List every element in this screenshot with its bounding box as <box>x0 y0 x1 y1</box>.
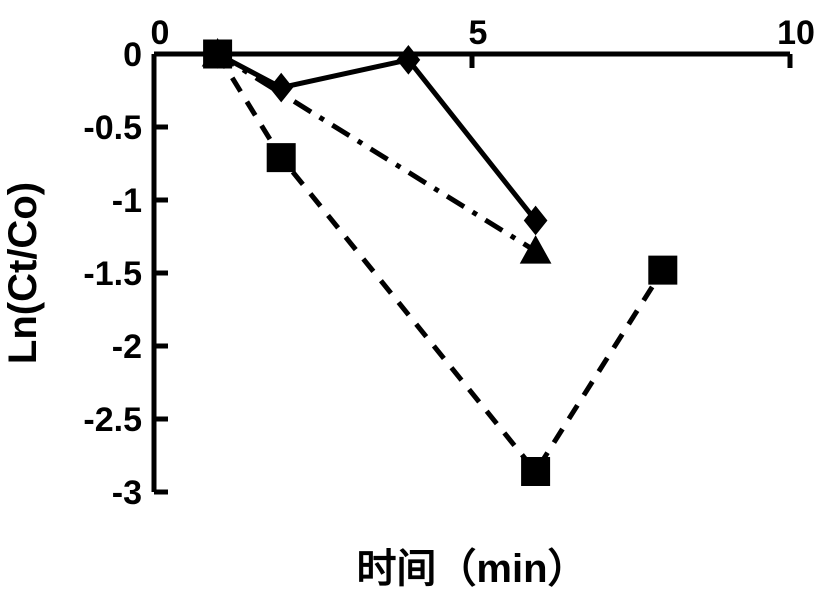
series-square-marker <box>204 40 232 68</box>
line-chart: 0 5 10 -3 -2.5 -2 -1.5 -1 -0.5 0 Ln(Ct/Co) 时间（min） <box>0 0 822 614</box>
x-tick-label: 10 <box>777 14 815 52</box>
y-axis-title: Ln(Ct/Co) <box>1 182 45 364</box>
series-square-line <box>218 54 663 472</box>
y-tick-label: -3 <box>112 474 142 512</box>
chart-container: { "chart": { "type": "line", "width": 82… <box>0 0 822 614</box>
series-diamond-marker <box>270 74 292 102</box>
series-triangle-line <box>218 54 536 251</box>
x-axis-title: 时间（min） <box>356 547 587 591</box>
series-square-marker <box>649 256 677 284</box>
series-square-marker <box>267 144 295 172</box>
y-tick-label: -2 <box>112 328 142 366</box>
y-tick-label: 0 <box>123 36 142 74</box>
y-tick-label: -1 <box>112 182 142 220</box>
series-triangle-marker <box>521 236 551 263</box>
x-tick-label: 0 <box>151 14 170 52</box>
y-tick-label: -1.5 <box>83 255 142 293</box>
y-tick-label: -0.5 <box>83 109 142 147</box>
series-square-marker <box>522 458 550 486</box>
series-diamond-line <box>218 54 536 220</box>
y-tick-label: -2.5 <box>83 401 142 439</box>
x-tick-label: 5 <box>469 14 488 52</box>
